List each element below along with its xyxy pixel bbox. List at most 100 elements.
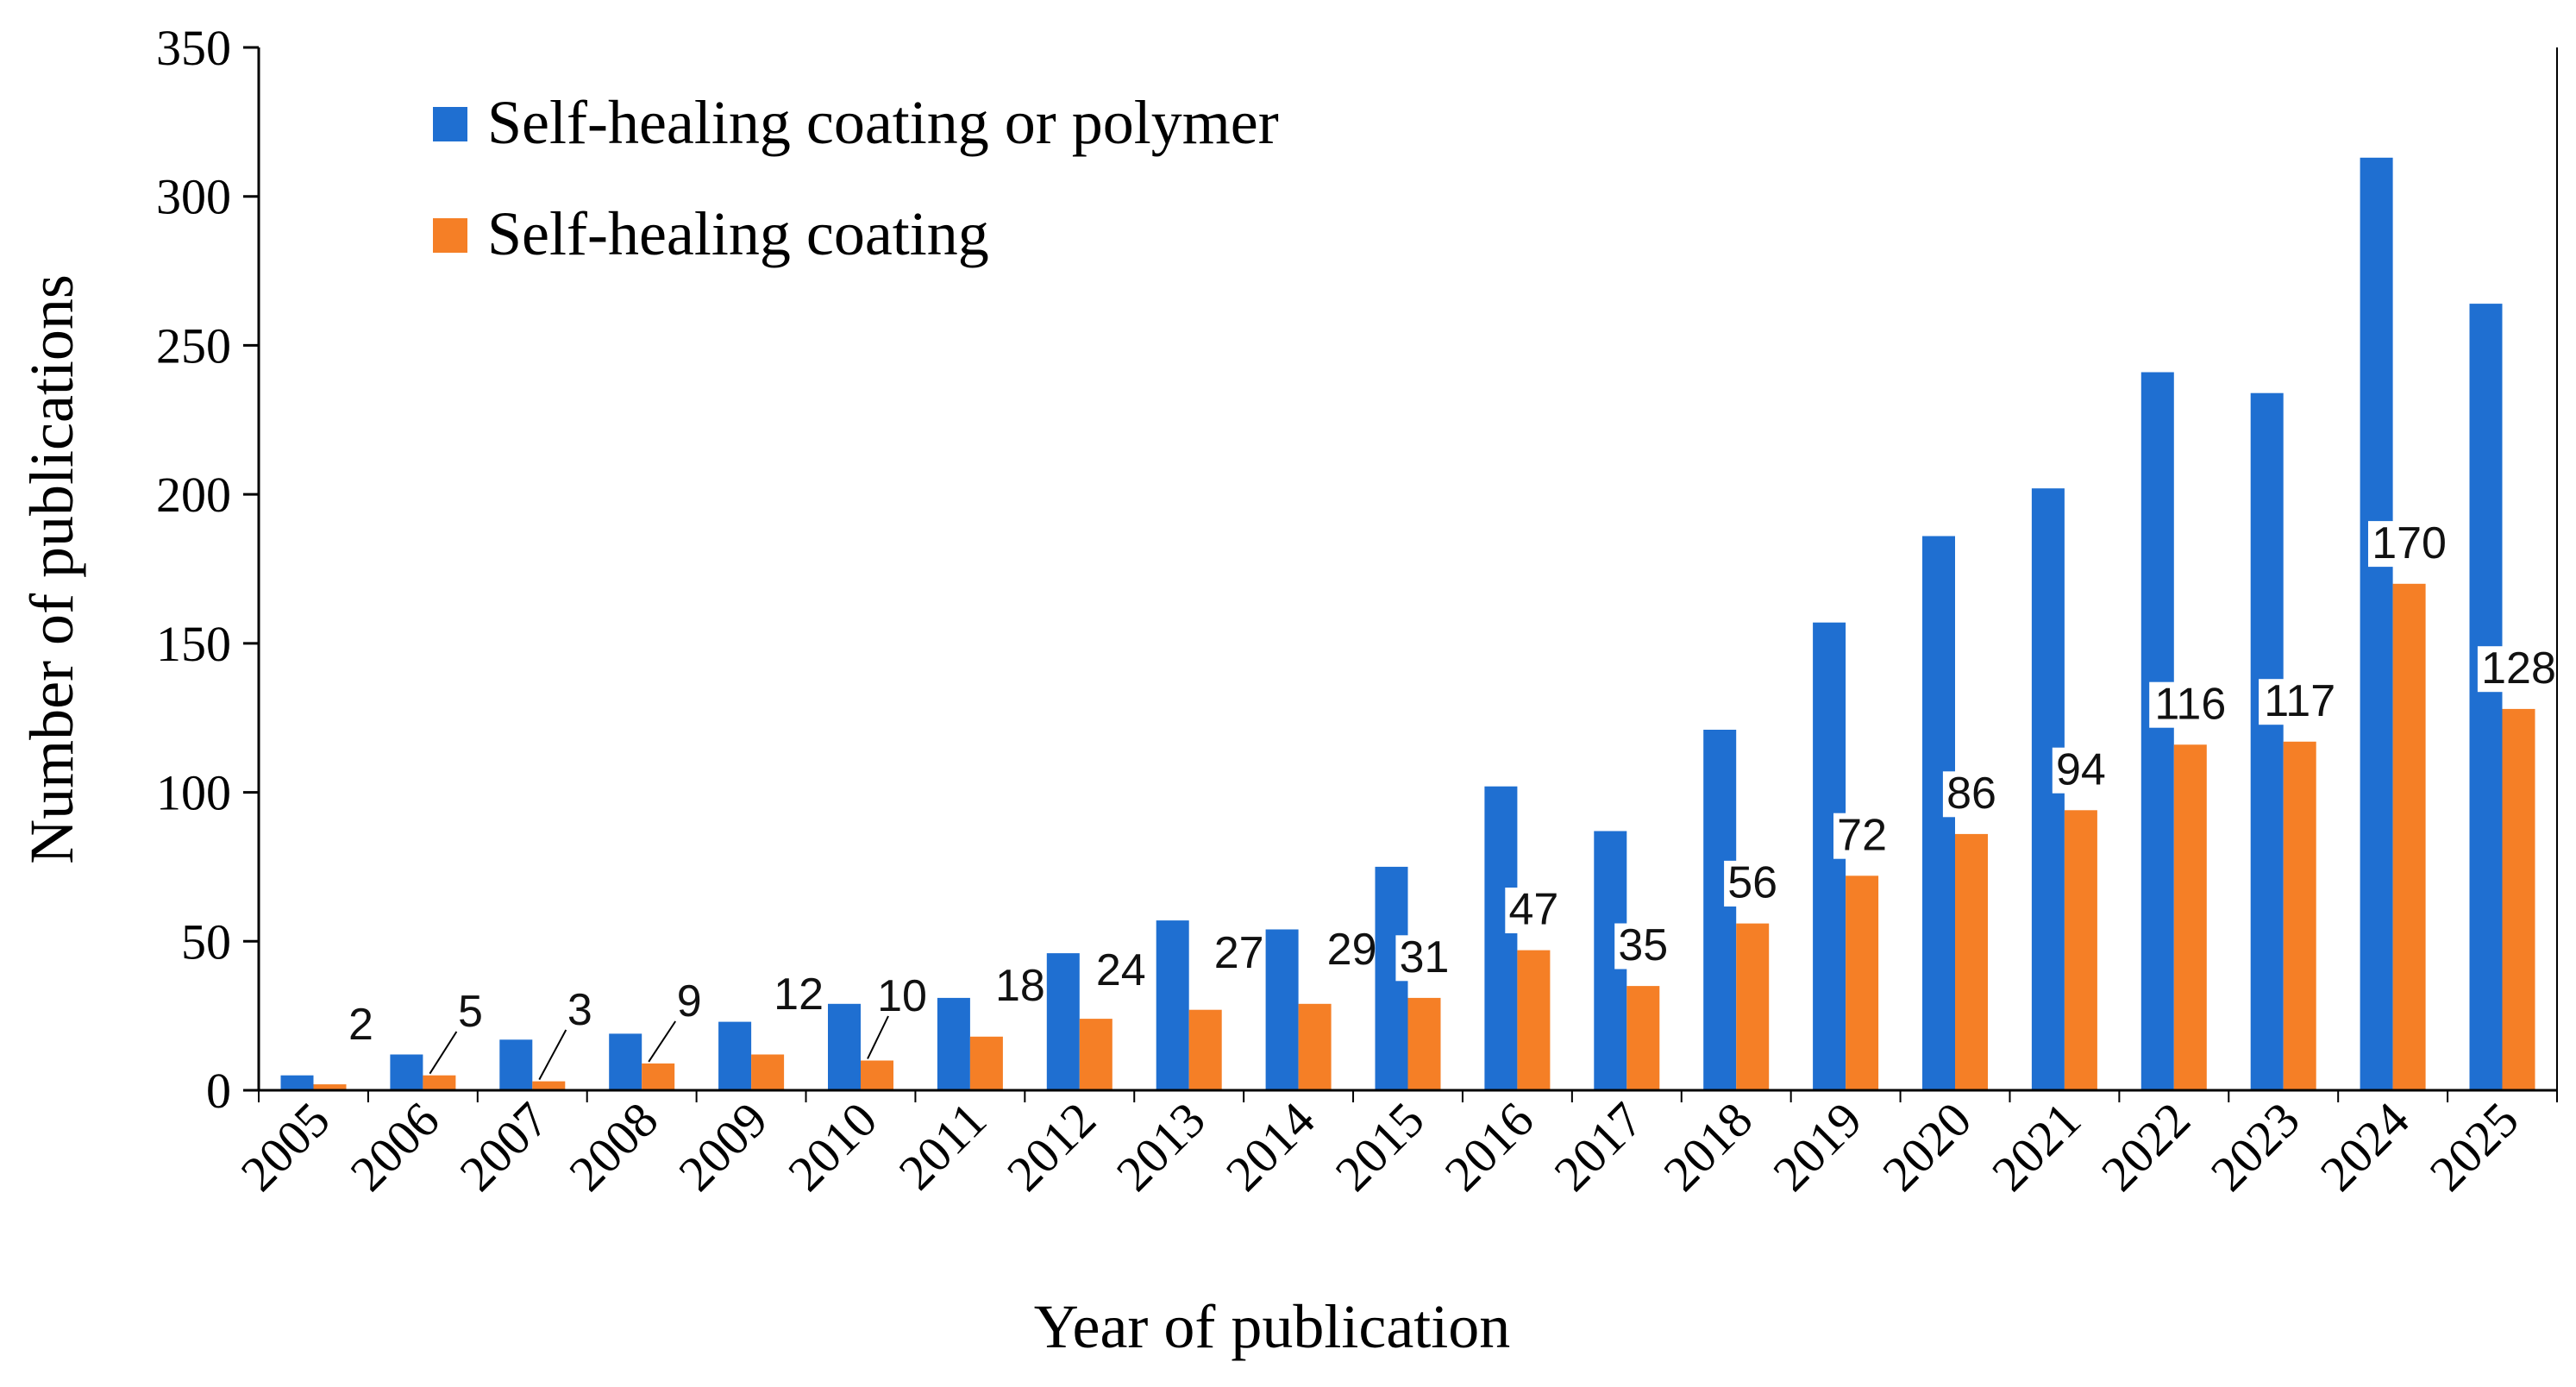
- bar-series2-2022: [2173, 744, 2207, 1090]
- data-label-bg-2025: [2477, 646, 2560, 693]
- bar-series1-2022: [2140, 372, 2174, 1090]
- bar-series1-2009: [718, 1021, 752, 1090]
- data-label-2010: 10: [877, 971, 927, 1021]
- bar-series2-2020: [1955, 833, 1988, 1090]
- y-tick-label-100: 100: [156, 765, 231, 821]
- bar-series1-2008: [609, 1033, 642, 1090]
- data-label-bg-2018: [1724, 860, 1782, 907]
- bar-series2-2011: [969, 1036, 1003, 1090]
- bar-series2-2010: [861, 1060, 893, 1090]
- data-label-bg-2021: [2052, 747, 2109, 794]
- data-label-2017: 35: [1618, 920, 1668, 970]
- bar-series1-2018: [1703, 730, 1737, 1090]
- legend-swatch-series1: [433, 107, 467, 141]
- data-label-2008: 9: [677, 976, 702, 1026]
- data-label-2023: 117: [2264, 676, 2335, 726]
- data-label-bg-2017: [1614, 923, 1672, 970]
- y-tick-label-50: 50: [181, 913, 231, 970]
- bar-series2-2021: [2064, 810, 2097, 1090]
- bar-series1-2025: [2469, 304, 2503, 1091]
- x-tick-label-2023: 2023: [2200, 1091, 2310, 1202]
- x-tick-label-2009: 2009: [668, 1091, 778, 1202]
- bar-series2-2024: [2392, 583, 2426, 1090]
- x-tick-label-2025: 2025: [2419, 1091, 2529, 1202]
- x-tick-label-2005: 2005: [230, 1091, 341, 1202]
- bar-series1-2013: [1156, 920, 1189, 1090]
- data-label-2022: 116: [2154, 679, 2226, 729]
- data-label-2006: 5: [458, 987, 483, 1037]
- data-label-leader-2010: [867, 1015, 889, 1059]
- bar-series2-2017: [1626, 986, 1660, 1090]
- y-tick-label-350: 350: [156, 20, 231, 76]
- x-tick-label-2013: 2013: [1106, 1091, 1216, 1202]
- bar-series1-2010: [828, 1003, 861, 1090]
- bar-series2-2013: [1188, 1009, 1222, 1090]
- x-tick-label-2018: 2018: [1652, 1091, 1763, 1202]
- x-tick-label-2017: 2017: [1544, 1091, 1654, 1202]
- data-label-2016: 47: [1508, 885, 1558, 935]
- legend-label-series2: Self-healing coating: [487, 199, 989, 268]
- bar-series1-2012: [1046, 953, 1080, 1090]
- data-label-bg-2015: [1395, 935, 1453, 982]
- x-tick-label-2007: 2007: [449, 1091, 560, 1202]
- data-label-2024: 170: [2372, 518, 2447, 568]
- y-tick-label-250: 250: [156, 317, 231, 373]
- x-tick-label-2019: 2019: [1762, 1091, 1872, 1202]
- bar-series1-2024: [2360, 157, 2393, 1090]
- legend-label-series1: Self-healing coating or polymer: [487, 88, 1279, 157]
- data-label-bg-2024: [2368, 521, 2451, 568]
- data-label-bg-2020: [1942, 771, 2001, 818]
- bar-series1-2016: [1484, 786, 1518, 1090]
- data-label-2014: 29: [1327, 925, 1377, 975]
- x-tick-label-2016: 2016: [1434, 1091, 1545, 1202]
- bar-series2-2012: [1079, 1019, 1113, 1090]
- bar-series1-2023: [2250, 392, 2284, 1090]
- x-tick-label-2012: 2012: [996, 1091, 1106, 1202]
- data-label-leader-2008: [648, 1020, 677, 1063]
- data-label-2019: 72: [1837, 810, 1887, 860]
- data-label-bg-2019: [1833, 813, 1891, 859]
- bar-series2-2009: [751, 1054, 785, 1090]
- y-tick-label-150: 150: [156, 616, 231, 672]
- bar-series1-2014: [1265, 929, 1299, 1090]
- y-tick-label-300: 300: [156, 169, 231, 225]
- bar-series1-2011: [937, 997, 970, 1090]
- bar-series2-2014: [1298, 1003, 1332, 1090]
- data-label-2021: 94: [2056, 744, 2106, 794]
- bar-series2-2016: [1517, 950, 1551, 1090]
- bar-series2-2006: [423, 1075, 456, 1090]
- data-label-2012: 24: [1096, 945, 1146, 995]
- data-label-2013: 27: [1214, 928, 1264, 978]
- data-label-2018: 56: [1727, 858, 1777, 908]
- bar-series2-2025: [2502, 708, 2535, 1090]
- x-tick-label-2015: 2015: [1325, 1091, 1435, 1202]
- y-axis-title: Number of publications: [17, 274, 86, 864]
- data-label-2005: 2: [348, 1000, 373, 1050]
- bar-series1-2006: [390, 1054, 423, 1090]
- bar-series2-2015: [1407, 997, 1441, 1090]
- data-label-bg-2016: [1505, 888, 1563, 933]
- bar-series2-2005: [313, 1084, 347, 1090]
- data-label-leader-2007: [538, 1029, 567, 1081]
- x-tick-label-2021: 2021: [1981, 1091, 2091, 1202]
- data-label-bg-2023: [2259, 679, 2341, 725]
- data-label-2009: 12: [774, 970, 824, 1020]
- y-tick-label-0: 0: [206, 1063, 231, 1119]
- bar-series2-2007: [532, 1081, 566, 1090]
- bar-series1-2007: [499, 1039, 533, 1090]
- bar-series2-2008: [642, 1063, 675, 1090]
- bar-series1-2005: [280, 1075, 314, 1090]
- bar-series2-2023: [2283, 741, 2316, 1090]
- y-tick-label-200: 200: [156, 467, 231, 523]
- bar-series2-2019: [1846, 876, 1879, 1090]
- x-tick-label-2014: 2014: [1215, 1091, 1326, 1202]
- bars-layer: [280, 157, 2535, 1091]
- x-tick-label-2011: 2011: [888, 1091, 997, 1200]
- bar-series2-2018: [1736, 923, 1770, 1090]
- x-axis-title: Year of publication: [1034, 1292, 1511, 1361]
- legend: Self-healing coating or polymer Self-heal…: [433, 88, 1279, 268]
- x-tick-label-2006: 2006: [340, 1091, 450, 1202]
- x-tick-label-2008: 2008: [558, 1091, 668, 1202]
- data-label-2011: 18: [995, 961, 1045, 1011]
